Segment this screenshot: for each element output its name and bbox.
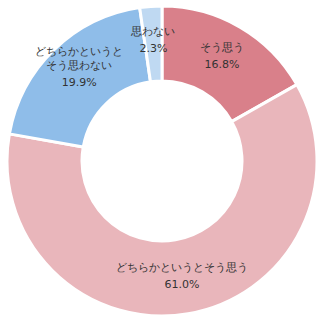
slice xyxy=(9,8,150,147)
category-label: どちらかというとそう思う xyxy=(116,261,248,274)
category-label: 思わない xyxy=(130,25,175,38)
value-label: 19.9% xyxy=(62,76,97,89)
chart-container: そう思う 16.8% どちらかというとそう思う 61.0% どちらかというとそう思わない… xyxy=(0,0,317,320)
slices xyxy=(7,6,317,316)
category-label: そう思う xyxy=(200,41,244,54)
donut-chart: そう思う 16.8% どちらかというとそう思う 61.0% どちらかというとそう思わない… xyxy=(0,0,317,320)
category-label: どちらかというとそう思わない xyxy=(35,45,123,72)
labels: そう思う 16.8% どちらかというとそう思う 61.0% どちらかというとそう思わない… xyxy=(35,25,248,291)
value-label: 16.8% xyxy=(204,58,239,71)
value-label: 61.0% xyxy=(165,278,200,291)
value-label: 2.3% xyxy=(139,42,167,55)
